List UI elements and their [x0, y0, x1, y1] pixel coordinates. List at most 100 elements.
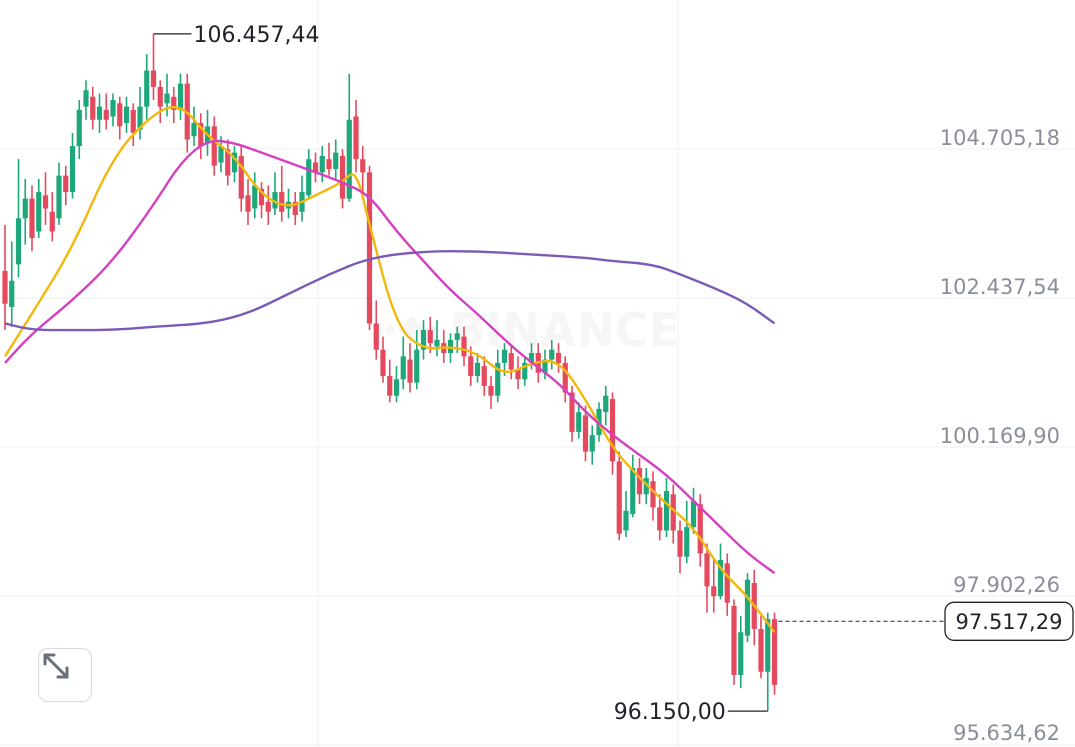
candle-body	[609, 399, 616, 462]
candle-body	[15, 218, 22, 265]
candle	[616, 451, 622, 541]
candle-body	[272, 192, 278, 209]
candle	[582, 405, 589, 462]
candle	[414, 330, 420, 390]
candle	[420, 320, 427, 360]
candle-body	[49, 211, 55, 232]
candle-body	[177, 83, 184, 110]
candle	[191, 106, 197, 147]
candle	[771, 612, 778, 695]
candle-body	[555, 353, 562, 363]
candle	[123, 96, 130, 133]
candle-body	[211, 126, 217, 166]
candle-body	[616, 461, 622, 534]
candle	[130, 103, 136, 147]
candle	[562, 356, 568, 403]
candle-body	[420, 330, 427, 350]
candle-body	[657, 507, 663, 531]
candle-body	[731, 606, 737, 675]
candle-body	[434, 339, 440, 347]
candle	[96, 93, 103, 133]
candle-body	[562, 362, 568, 393]
candle-body	[29, 198, 35, 239]
candle	[724, 553, 730, 616]
candle-body	[684, 527, 690, 557]
candle-body	[643, 477, 649, 495]
price-markers: 106.457,44 96.150,00 97.517,29	[153, 23, 1074, 725]
candle-body	[670, 494, 676, 531]
candle-body	[771, 619, 778, 685]
candle-body	[150, 70, 157, 87]
candle	[765, 612, 771, 712]
candle	[704, 543, 710, 613]
candle-body	[576, 412, 582, 432]
candle-body	[157, 86, 163, 107]
candle	[339, 149, 346, 209]
candle	[744, 573, 751, 643]
candle-body	[765, 619, 771, 672]
candle-body	[549, 349, 555, 360]
expand-arrows-icon	[43, 653, 69, 679]
candle	[387, 359, 393, 403]
candle-body	[717, 560, 724, 597]
candle-body	[339, 155, 346, 199]
candle-body	[414, 349, 420, 383]
candle-body	[366, 172, 373, 324]
candle-body	[447, 339, 454, 354]
candle-body	[225, 149, 231, 176]
candle	[677, 520, 683, 574]
candle	[245, 178, 251, 225]
candle	[252, 172, 258, 219]
candle-body	[711, 586, 717, 597]
y-axis-tick-label: 100.169,90	[940, 424, 1060, 448]
candle	[177, 73, 184, 120]
candle-body	[407, 359, 413, 383]
expand-chart-button[interactable]	[38, 648, 92, 702]
candle-body	[427, 330, 433, 344]
candle	[373, 300, 379, 360]
candle-body	[650, 481, 656, 508]
candle	[2, 224, 8, 331]
candle	[353, 100, 359, 173]
candle	[333, 139, 339, 179]
candle-body	[306, 159, 312, 196]
candle-body	[69, 146, 76, 193]
candle-body	[373, 323, 379, 350]
candle-body	[252, 185, 258, 209]
candle-body	[130, 109, 136, 133]
candle-body	[677, 530, 683, 557]
candle-body	[245, 195, 251, 212]
candle	[42, 172, 49, 225]
candle	[346, 73, 352, 202]
candle	[272, 172, 278, 216]
candle	[630, 454, 636, 518]
candle-body	[744, 579, 751, 636]
candle	[684, 500, 690, 564]
candle-body	[90, 96, 96, 120]
candle-body	[353, 116, 359, 160]
candle	[312, 152, 319, 183]
y-axis-tick-label: 97.902,26	[953, 573, 1060, 597]
candle-body	[360, 159, 366, 173]
candle-body	[522, 362, 528, 380]
candle	[157, 80, 163, 124]
candle	[63, 165, 69, 206]
candle-body	[83, 90, 89, 107]
candle-body	[312, 162, 319, 173]
candle	[474, 353, 481, 383]
candle-body	[495, 362, 501, 396]
candle	[643, 468, 649, 505]
moving-average-line-1	[3, 105, 776, 634]
candle	[171, 86, 177, 124]
candle-body	[488, 385, 494, 396]
candle-body	[2, 270, 8, 304]
candle	[306, 149, 312, 199]
moving-average-line-3	[4, 249, 776, 332]
candle	[488, 376, 494, 409]
candle-body	[144, 70, 150, 107]
candle-body	[501, 349, 508, 363]
candle-body	[387, 376, 393, 396]
candle-body	[265, 201, 271, 212]
